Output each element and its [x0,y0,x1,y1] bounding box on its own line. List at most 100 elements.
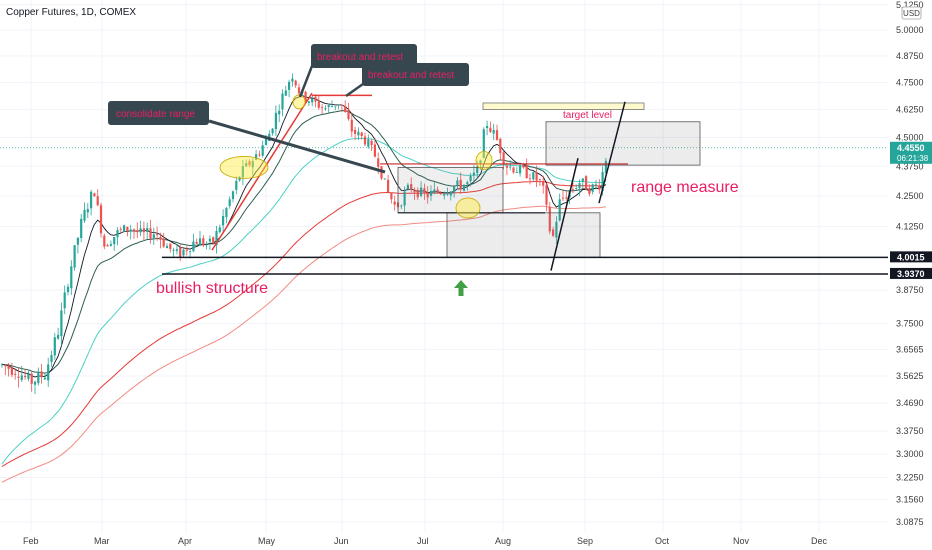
candle [80,213,83,243]
candle [469,172,472,187]
x-tick-label: Jul [417,536,429,546]
candle [288,79,291,98]
price-badge [890,267,932,279]
candle [439,191,442,196]
ma-cyan-line [1,137,607,465]
candle [416,187,419,200]
candle [370,138,373,151]
price-badge [890,251,932,263]
candle [50,350,53,367]
measure-line-1 [550,157,579,271]
candle [129,224,132,240]
callout-consolidate-text: consolidate range [116,109,195,120]
candle [152,227,155,245]
candle [96,189,99,207]
candle [123,224,126,233]
candle [149,219,152,244]
candle [363,132,367,147]
candle [86,203,89,219]
y-tick-label: 4.7500 [896,77,924,87]
candle [103,233,106,250]
candle [330,100,334,108]
candle [512,166,515,174]
callout-breakout-1: breakout and retest [298,44,417,98]
candle [47,357,50,387]
price-axis-panel[interactable] [888,0,932,532]
candle [66,283,70,296]
x-tick-label: May [258,536,276,546]
y-tick-label: 3.3750 [896,426,924,436]
candle [76,237,79,254]
y-tick-label: 3.3000 [896,449,924,459]
candle [43,373,46,381]
range-measure-label: range measure [631,179,739,196]
candle [545,183,548,212]
candle [231,190,235,203]
candle [33,380,37,395]
candle [334,106,337,111]
candle [486,120,489,136]
moving-averages [1,95,607,483]
candle [337,104,340,110]
candle [340,104,343,112]
candle [449,190,452,201]
candle [57,327,60,340]
candle [109,240,112,247]
x-tick-label: Feb [23,536,39,546]
x-tick-label: Apr [178,536,192,546]
candle [311,94,314,107]
ma-salmon-line [1,205,606,483]
candle [0,363,4,368]
candle [390,192,393,204]
candle [198,230,202,246]
candle [14,368,17,380]
time-axis-panel[interactable] [0,532,932,550]
y-tick-label: 3.4690 [896,398,924,408]
candle [482,127,485,159]
candle [179,244,182,262]
candle [598,179,601,194]
currency-box[interactable] [901,6,922,20]
candle [99,202,103,238]
candle [459,172,462,194]
countdown-label: 06:21:38 [897,154,929,163]
candle [344,100,347,113]
candle [383,178,386,180]
candle [525,158,528,179]
candle [175,243,178,255]
candle [403,186,406,213]
candle [274,105,277,136]
candle [182,248,185,257]
candle [126,226,129,237]
x-tick-label: Nov [733,536,750,546]
candle [208,235,211,250]
candle [456,177,459,190]
candle [446,187,449,196]
candle [410,177,413,193]
candle [436,186,439,194]
y-tick-label: 3.6565 [896,344,924,354]
candle [555,216,558,244]
candle [499,137,502,160]
price-badge-label: 4.4550 [897,143,925,153]
candle [156,226,159,241]
highlight-ellipse [292,94,306,110]
candle [357,127,360,141]
candle [136,222,139,239]
candle [40,364,43,384]
candle [17,367,20,388]
target-level-box [482,102,645,110]
candle [261,140,264,158]
price-badge-label: 3.9370 [897,269,925,279]
candle [443,191,446,200]
candle [314,94,317,108]
candle [578,179,581,197]
y-tick-label: 5.1250 [896,0,924,10]
candle [321,103,324,115]
measure-line-2 [598,101,626,204]
candle [228,196,231,209]
x-tick-label: Oct [655,536,670,546]
candle [502,150,505,170]
candle [360,131,363,140]
